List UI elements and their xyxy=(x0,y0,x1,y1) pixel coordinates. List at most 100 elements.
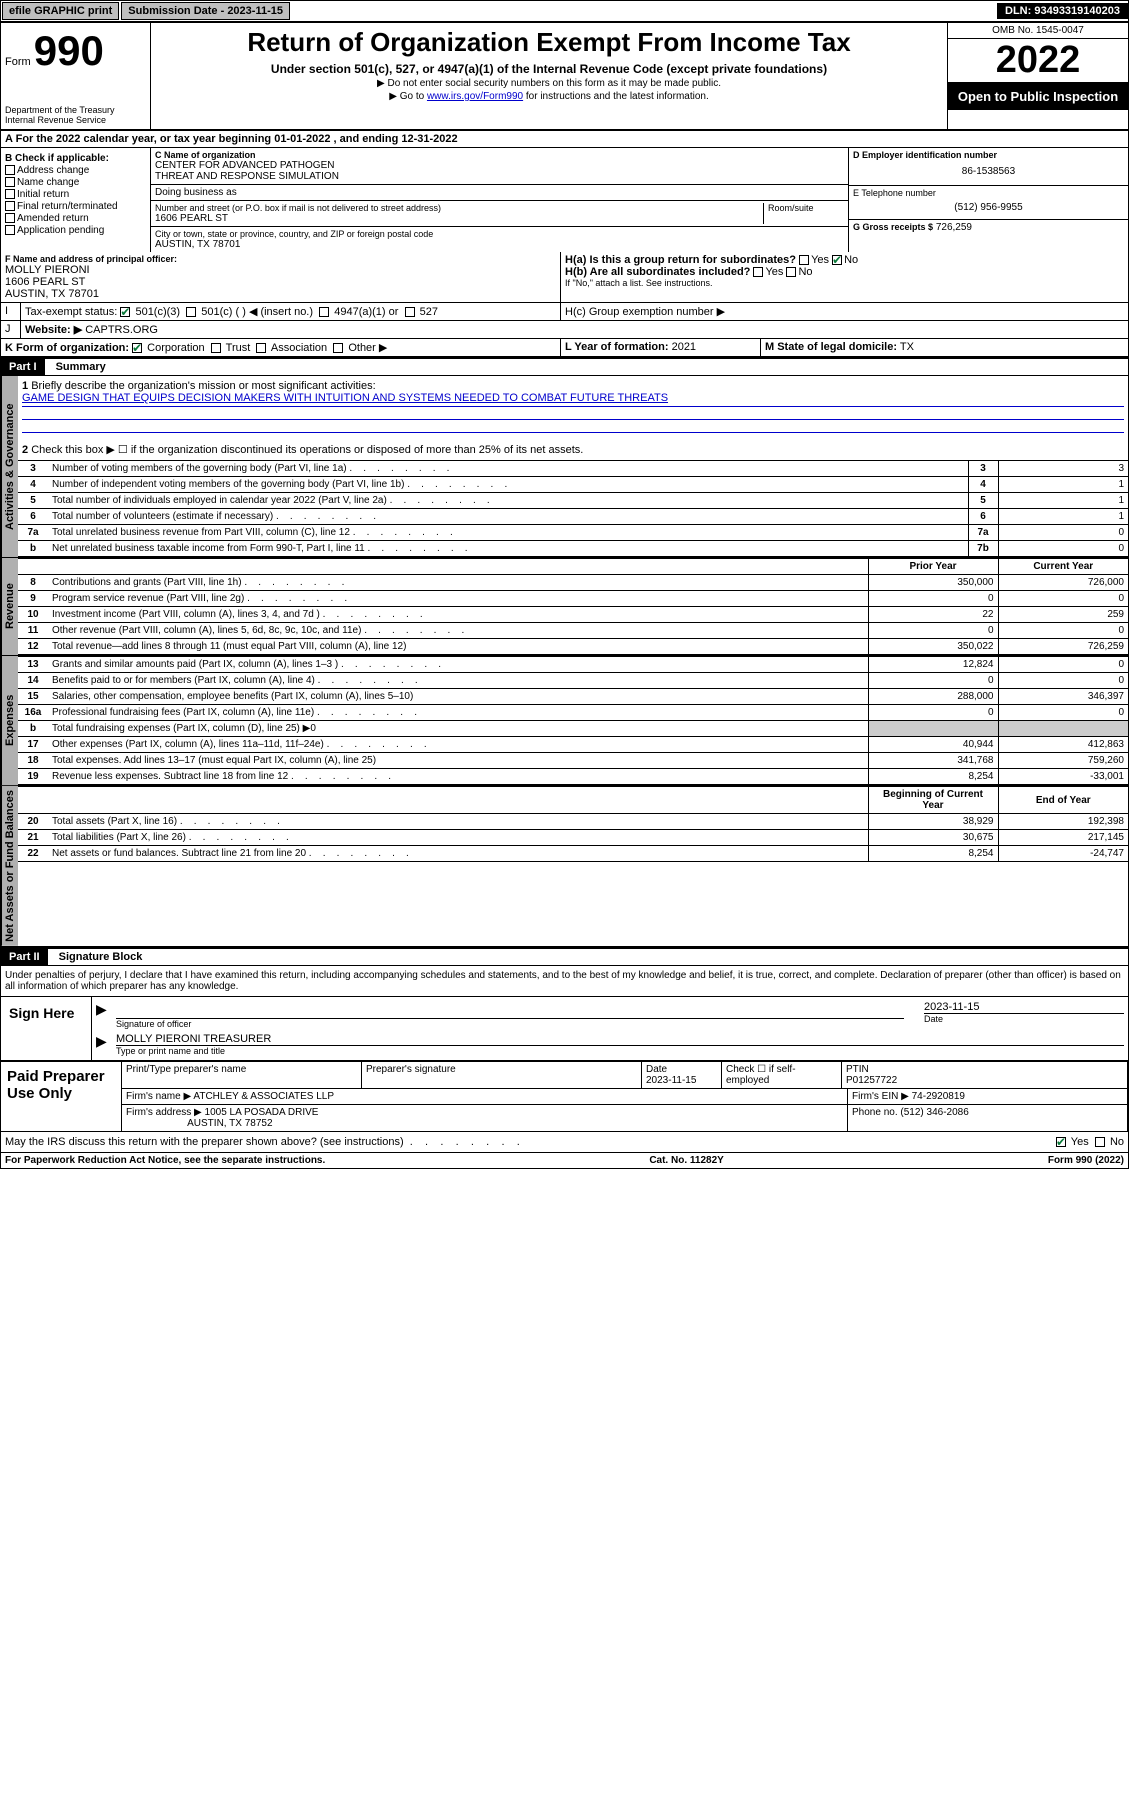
domicile-label: M State of legal domicile: xyxy=(765,341,897,353)
table-net-assets: Beginning of Current YearEnd of Year 20T… xyxy=(18,786,1128,862)
discuss-row: May the IRS discuss this return with the… xyxy=(1,1131,1128,1152)
officer-street: 1606 PEARL ST xyxy=(5,276,556,288)
box-d-e-g: D Employer identification number 86-1538… xyxy=(848,148,1128,252)
box-hb-note: If "No," attach a list. See instructions… xyxy=(565,278,1124,288)
check-trust[interactable] xyxy=(211,343,221,353)
check-other[interactable] xyxy=(333,343,343,353)
firm-addr2: AUSTIN, TX 78752 xyxy=(187,1118,272,1129)
sidelabel-revenue: Revenue xyxy=(1,558,18,655)
sidelabel-net: Net Assets or Fund Balances xyxy=(1,786,18,946)
discuss-text: May the IRS discuss this return with the… xyxy=(5,1136,404,1148)
row-i-hc: I Tax-exempt status: 501(c)(3) 501(c) ( … xyxy=(1,303,1128,321)
table-row: 14Benefits paid to or for members (Part … xyxy=(18,673,1128,689)
part1-badge: Part I xyxy=(1,359,45,375)
section-a-text: For the 2022 calendar year, or tax year … xyxy=(16,133,458,145)
org-name-2: THREAT AND RESPONSE SIMULATION xyxy=(155,171,844,182)
irs-label: Internal Revenue Service xyxy=(5,115,146,125)
row-j: J Website: ▶ CAPTRS.ORG xyxy=(1,321,1128,339)
table-row: bTotal fundraising expenses (Part IX, co… xyxy=(18,721,1128,737)
form-note2: ▶ Go to www.irs.gov/Form990 for instruct… xyxy=(155,91,943,102)
table-expenses: 13Grants and similar amounts paid (Part … xyxy=(18,656,1128,785)
firm-name: ATCHLEY & ASSOCIATES LLP xyxy=(193,1091,334,1102)
table-governance: 3Number of voting members of the governi… xyxy=(18,460,1128,557)
prep-date: 2023-11-15 xyxy=(646,1075,696,1086)
street-label: Number and street (or P.O. box if mail i… xyxy=(155,203,759,213)
irs-link[interactable]: www.irs.gov/Form990 xyxy=(427,91,523,102)
block-b-through-g: B Check if applicable: Address change Na… xyxy=(1,148,1128,252)
line-j-letter: J xyxy=(1,321,21,338)
line-i-letter: I xyxy=(1,303,21,320)
efile-button[interactable]: efile GRAPHIC print xyxy=(2,2,119,20)
website-label: Website: ▶ xyxy=(25,324,82,336)
sig-date-label: Date xyxy=(924,1014,1124,1024)
section-expenses: Expenses 13Grants and similar amounts pa… xyxy=(1,656,1128,786)
dba-label: Doing business as xyxy=(151,185,848,201)
prep-self-employed[interactable]: Check ☐ if self-employed xyxy=(722,1062,842,1088)
row-k-l-m: K Form of organization: Corporation Trus… xyxy=(1,339,1128,357)
note2-prefix: ▶ Go to xyxy=(389,91,427,102)
website-value: CAPTRS.ORG xyxy=(85,324,158,336)
dept-label: Department of the Treasury xyxy=(5,105,146,115)
section-revenue: Revenue Prior YearCurrent Year 8Contribu… xyxy=(1,558,1128,656)
prep-name-label: Print/Type preparer's name xyxy=(122,1062,362,1088)
check-527[interactable] xyxy=(405,307,415,317)
check-4947[interactable] xyxy=(319,307,329,317)
part1-title: Summary xyxy=(48,361,106,373)
table-row: bNet unrelated business taxable income f… xyxy=(18,541,1128,557)
domicile: TX xyxy=(900,341,914,353)
check-initial-return[interactable]: Initial return xyxy=(5,189,146,200)
discuss-no-check[interactable] xyxy=(1095,1137,1105,1147)
tax-exempt-status: Tax-exempt status: 501(c)(3) 501(c) ( ) … xyxy=(21,303,561,320)
check-501c[interactable] xyxy=(186,307,196,317)
check-address-change[interactable]: Address change xyxy=(5,165,146,176)
check-application-pending[interactable]: Application pending xyxy=(5,225,146,236)
tax-year: 2022 xyxy=(948,39,1128,83)
year-formation: 2021 xyxy=(672,341,696,353)
discuss-yes-check[interactable] xyxy=(1056,1137,1066,1147)
check-assoc[interactable] xyxy=(256,343,266,353)
penalty-text: Under penalties of perjury, I declare th… xyxy=(1,966,1128,996)
table-row: 18Total expenses. Add lines 13–17 (must … xyxy=(18,753,1128,769)
table-row: 12Total revenue—add lines 8 through 11 (… xyxy=(18,639,1128,655)
table-row: 6Total number of volunteers (estimate if… xyxy=(18,509,1128,525)
box-g-label: G Gross receipts $ xyxy=(853,222,933,232)
row-f-h: F Name and address of principal officer:… xyxy=(1,252,1128,303)
q2-text: Check this box ▶ ☐ if the organization d… xyxy=(31,444,583,456)
open-public-badge: Open to Public Inspection xyxy=(948,83,1128,110)
box-c-label: C Name of organization xyxy=(155,150,844,160)
table-row: 4Number of independent voting members of… xyxy=(18,477,1128,493)
table-row: 7aTotal unrelated business revenue from … xyxy=(18,525,1128,541)
form-note1: ▶ Do not enter social security numbers o… xyxy=(155,78,943,89)
q1-text: Briefly describe the organization's miss… xyxy=(31,380,375,392)
table-row: 9Program service revenue (Part VIII, lin… xyxy=(18,591,1128,607)
check-corp[interactable] xyxy=(132,343,142,353)
check-name-change[interactable]: Name change xyxy=(5,177,146,188)
firm-ein: 74-2920819 xyxy=(912,1091,965,1102)
page-footer: For Paperwork Reduction Act Notice, see … xyxy=(1,1152,1128,1168)
form-container: Form 990 Department of the Treasury Inte… xyxy=(0,22,1129,1169)
section-a-taxyear: A For the 2022 calendar year, or tax yea… xyxy=(1,131,1128,148)
ein-value: 86-1538563 xyxy=(853,160,1124,183)
paid-preparer-block: Paid Preparer Use Only Print/Type prepar… xyxy=(1,1061,1128,1131)
box-hb: H(b) Are all subordinates included? Yes … xyxy=(565,266,1124,278)
check-final-return[interactable]: Final return/terminated xyxy=(5,201,146,212)
section-net-assets: Net Assets or Fund Balances Beginning of… xyxy=(1,786,1128,947)
check-501c3[interactable] xyxy=(120,307,130,317)
city-value: AUSTIN, TX 78701 xyxy=(155,239,844,250)
footer-right: Form 990 (2022) xyxy=(1048,1155,1124,1166)
sign-here-block: Sign Here ▶ Signature of officer 2023-11… xyxy=(1,996,1128,1061)
check-amended-return[interactable]: Amended return xyxy=(5,213,146,224)
phone-value: (512) 956-9955 xyxy=(853,198,1124,217)
section-governance: Activities & Governance 1 Briefly descri… xyxy=(1,376,1128,558)
room-label: Room/suite xyxy=(764,203,844,224)
sig-officer-label: Signature of officer xyxy=(116,1019,904,1029)
type-name-label: Type or print name and title xyxy=(116,1046,1124,1056)
table-row: 5Total number of individuals employed in… xyxy=(18,493,1128,509)
submission-date-button[interactable]: Submission Date - 2023-11-15 xyxy=(121,2,290,20)
form-title: Return of Organization Exempt From Incom… xyxy=(155,27,943,58)
table-row: 15Salaries, other compensation, employee… xyxy=(18,689,1128,705)
firm-name-label: Firm's name ▶ xyxy=(126,1091,191,1102)
ptin-value: P01257722 xyxy=(846,1075,897,1086)
prep-sig-label: Preparer's signature xyxy=(362,1062,642,1088)
table-row: 3Number of voting members of the governi… xyxy=(18,461,1128,477)
